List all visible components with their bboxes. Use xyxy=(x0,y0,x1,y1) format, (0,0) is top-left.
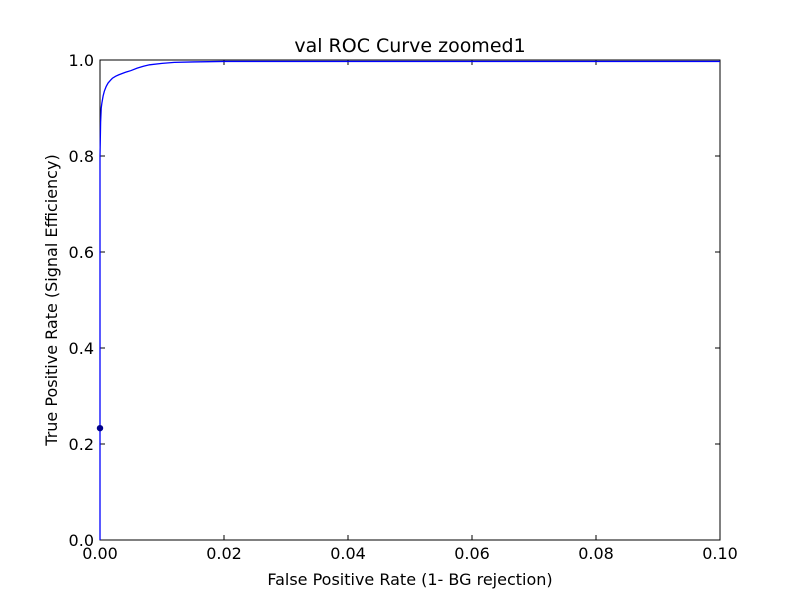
plot-frame xyxy=(99,59,721,541)
chart-title: val ROC Curve zoomed1 xyxy=(294,35,525,57)
x-tick-label: 0.04 xyxy=(330,544,366,563)
x-axis: 0.00 0.02 0.04 0.06 0.08 0.10 xyxy=(82,60,738,563)
x-tick-label: 0.08 xyxy=(578,544,614,563)
plot-area xyxy=(99,59,721,541)
x-tick-label: 0.02 xyxy=(206,544,242,563)
y-tick-label: 1.0 xyxy=(69,51,94,70)
y-tick-label: 0.8 xyxy=(69,147,94,166)
operating-point-marker xyxy=(96,424,104,432)
x-axis-label: False Positive Rate (1- BG rejection) xyxy=(267,570,552,589)
y-axis: 0.0 0.2 0.4 0.6 0.8 1.0 xyxy=(69,51,720,550)
y-tick-label: 0.2 xyxy=(69,435,94,454)
y-tick-label: 0.4 xyxy=(69,339,94,358)
roc-curve-line xyxy=(99,60,720,540)
y-tick-label: 0.6 xyxy=(69,243,94,262)
x-tick-label: 0.00 xyxy=(82,544,118,563)
x-tick-label: 0.10 xyxy=(702,544,738,563)
y-axis-label: True Positive Rate (Signal Efficiency) xyxy=(42,154,61,446)
y-tick-label: 0.0 xyxy=(69,531,94,550)
series-layer xyxy=(96,60,720,540)
x-tick-label: 0.06 xyxy=(454,544,490,563)
